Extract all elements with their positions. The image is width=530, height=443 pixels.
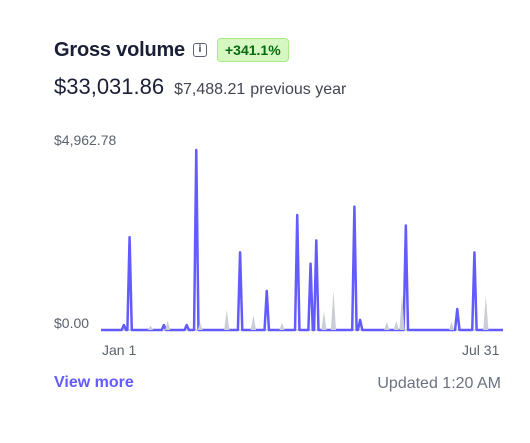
amount-row: $33,031.86 $7,488.21 previous year [54,74,346,100]
previous-series-spike [393,320,399,330]
y-axis-max-label: $4,962.78 [54,132,117,148]
previous-series-spike [330,290,337,330]
previous-series-spike [165,320,171,330]
updated-timestamp: Updated 1:20 AM [377,375,501,392]
y-axis-min-label: $0.00 [54,315,90,331]
card-title: Gross volume [54,38,185,61]
previous-series-spike [250,315,257,330]
x-axis-start-label: Jan 1 [102,342,137,358]
previous-series-spike [448,322,455,330]
previous-series-spike [224,309,230,330]
x-axis-end-label: Jul 31 [462,342,500,358]
change-badge: +341.1% [216,38,289,62]
view-more-link[interactable]: View more [54,374,134,391]
card-header: Gross volume i +341.1% [54,38,289,62]
previous-series-spike [147,325,154,330]
previous-amount: $7,488.21 [174,81,246,98]
current-series-line [101,148,503,332]
previous-label: previous year [250,81,347,98]
current-amount: $33,031.86 [54,74,165,99]
previous-series-spike [321,311,327,330]
previous-series-spike [197,322,203,330]
previous-series-spike [399,294,405,330]
previous-series-spike [384,322,390,330]
info-icon[interactable]: i [192,43,207,57]
previous-series-spike [279,322,285,330]
previous-series-spike [483,295,489,330]
